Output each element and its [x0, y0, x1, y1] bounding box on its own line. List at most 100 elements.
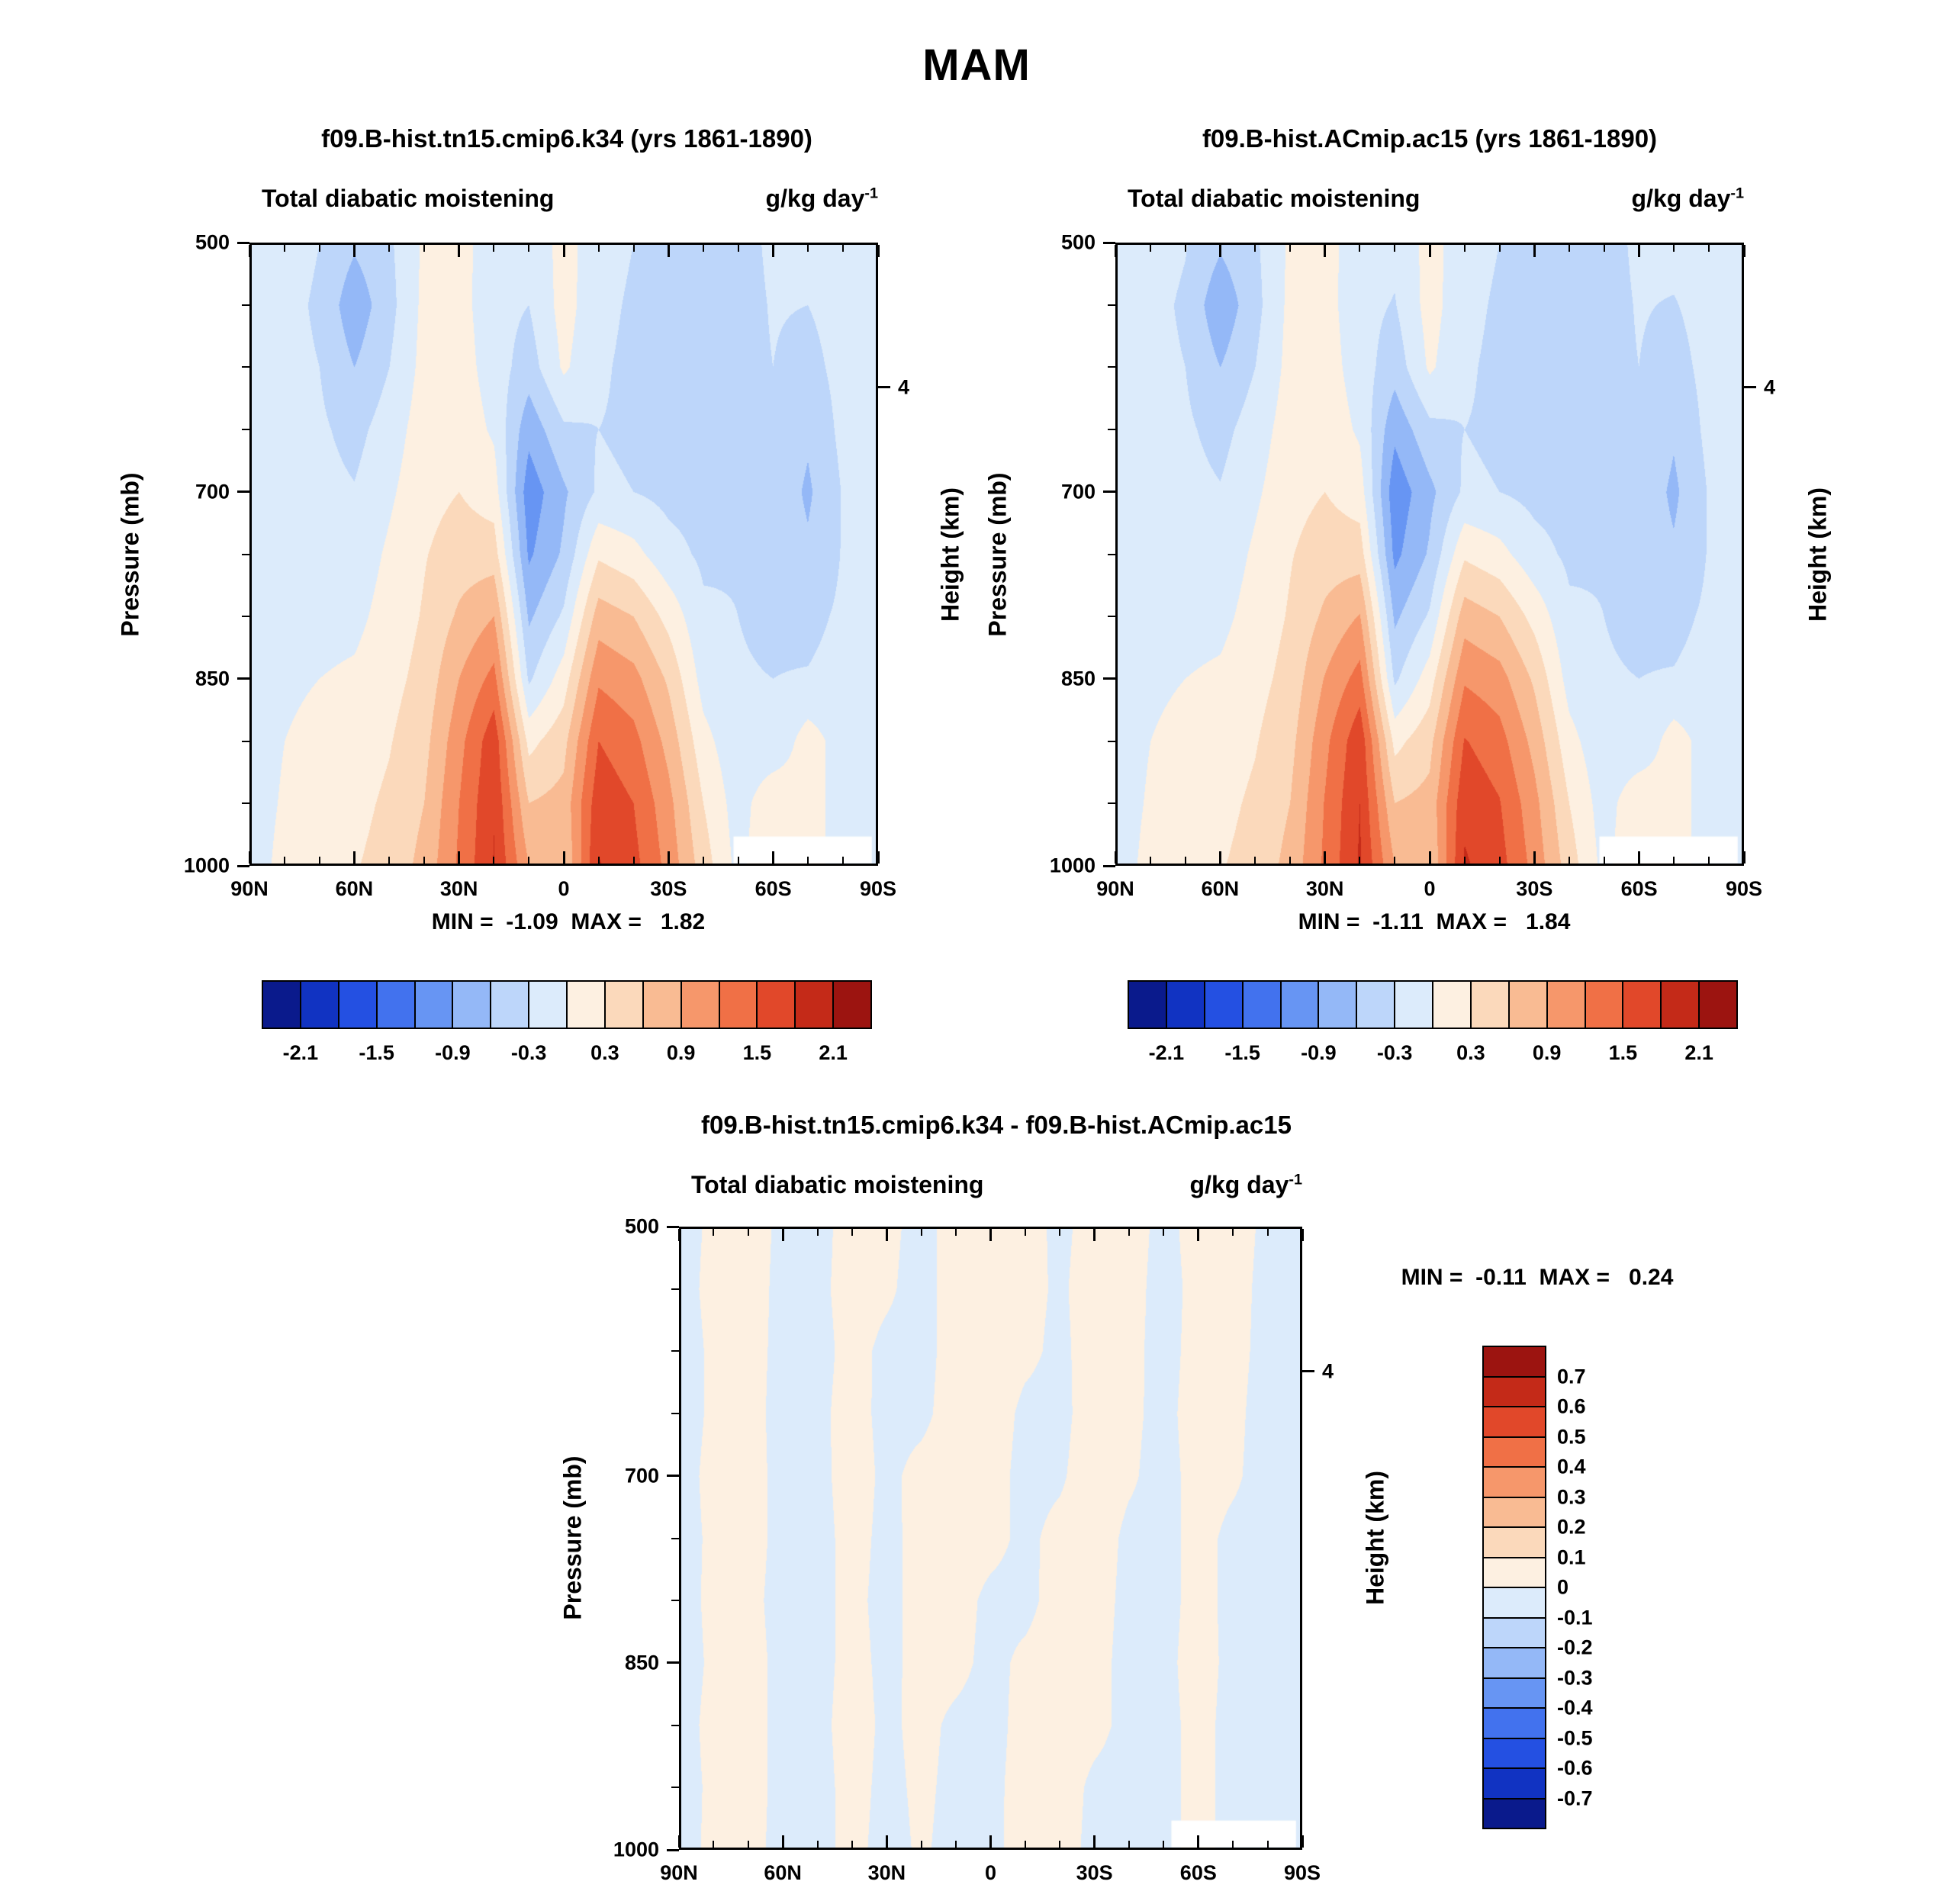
latitude-axis-tick	[816, 1229, 819, 1236]
latitude-tick-label: 90N	[230, 877, 269, 900]
latitude-axis-tick	[597, 245, 600, 252]
colorbar-box	[1128, 980, 1167, 1029]
latitude-axis-tick	[528, 857, 530, 864]
latitude-axis-tick	[877, 245, 880, 257]
latitude-axis-tick	[248, 851, 251, 864]
latitude-axis-tick	[885, 1229, 888, 1241]
colorbar-box	[1432, 980, 1472, 1029]
colorbar-tick-label: 0.9	[666, 1041, 696, 1064]
latitude-axis-tick	[1533, 245, 1536, 257]
colorbar-tick-label: -0.3	[1376, 1041, 1413, 1064]
panel2-pressure-axis-label: Pressure (mb)	[983, 472, 1012, 637]
pressure-axis-tick	[1103, 490, 1115, 494]
pressure-axis-tick	[667, 1475, 679, 1478]
latitude-tick-label: 90S	[1283, 1861, 1321, 1884]
panel1-title: f09.B-hist.tn15.cmip6.k34 (yrs 1861-1890…	[321, 124, 812, 153]
panel3-units-base: g/kg day	[1189, 1171, 1289, 1198]
latitude-axis-tick	[1059, 1229, 1061, 1236]
colorbar-tick-label: -1.5	[1224, 1041, 1260, 1064]
latitude-axis-tick	[1673, 245, 1675, 252]
latitude-axis-tick	[1232, 1841, 1234, 1848]
latitude-tick-label: 30N	[1305, 877, 1344, 900]
pressure-axis-tick	[237, 241, 249, 244]
panel1-subtitle: Total diabatic moistening	[262, 185, 555, 212]
diff-colorbar-tick-label: 0	[1557, 1575, 1569, 1599]
latitude-axis-tick	[1059, 1841, 1061, 1848]
pressure-axis-tick	[237, 490, 249, 494]
pressure-axis-minor-tick	[242, 429, 249, 431]
pressure-axis-tick	[1103, 677, 1115, 680]
height-axis-tick	[878, 386, 890, 389]
latitude-axis-tick	[737, 245, 739, 252]
latitude-axis-tick	[1024, 1229, 1026, 1236]
latitude-axis-tick	[458, 851, 461, 864]
colorbar-tick-label: -0.3	[510, 1041, 547, 1064]
diff-colorbar-tick-label: 0.4	[1557, 1455, 1586, 1478]
latitude-tick-label: 0	[558, 877, 570, 900]
latitude-axis-tick	[1266, 1229, 1269, 1236]
colorbar-box	[299, 980, 339, 1029]
diff-colorbar-box	[1482, 1616, 1546, 1648]
colorbar-box	[1584, 980, 1624, 1029]
latitude-axis-tick	[423, 857, 425, 864]
latitude-axis-tick	[388, 857, 391, 864]
latitude-tick-label: 30N	[867, 1861, 906, 1884]
pressure-axis-minor-tick	[671, 1413, 679, 1415]
latitude-axis-tick	[1324, 245, 1327, 257]
latitude-axis-tick	[1742, 851, 1745, 864]
latitude-tick-label: 90N	[660, 1861, 698, 1884]
latitude-axis-tick	[1218, 245, 1221, 257]
diff-colorbar-tick-label: -0.5	[1557, 1726, 1593, 1749]
latitude-tick-label: 30S	[1076, 1861, 1113, 1884]
latitude-axis-tick	[1254, 857, 1256, 864]
panel3-minmax-label: MIN = -0.11 MAX = 0.24	[1401, 1265, 1674, 1290]
latitude-axis-tick	[1463, 857, 1466, 864]
latitude-axis-tick	[1638, 851, 1641, 864]
diff-colorbar-box	[1482, 1767, 1546, 1799]
colorbar-box	[1203, 980, 1244, 1029]
panel2-height-axis-label: Height (km)	[1803, 487, 1832, 622]
pressure-axis-minor-tick	[1108, 802, 1115, 805]
latitude-axis-tick	[458, 245, 461, 257]
colorbar-box	[1546, 980, 1586, 1029]
latitude-axis-tick	[1184, 857, 1186, 864]
diff-colorbar-tick-label: 0.1	[1557, 1545, 1586, 1568]
colorbar-box	[642, 980, 682, 1029]
latitude-tick-label: 60S	[1179, 1861, 1217, 1884]
diff-colorbar-box	[1482, 1707, 1546, 1739]
latitude-tick-label: 30S	[1516, 877, 1553, 900]
latitude-axis-tick	[772, 851, 775, 864]
latitude-axis-tick	[562, 245, 565, 257]
latitude-axis-tick	[1163, 1841, 1165, 1848]
diff-colorbar-box	[1482, 1496, 1546, 1528]
latitude-axis-tick	[632, 245, 635, 252]
colorbar-box	[375, 980, 416, 1029]
panel3-units-exponent: -1	[1289, 1171, 1302, 1188]
diff-colorbar-tick-label: 0.6	[1557, 1394, 1586, 1418]
panel1-pressure-axis-label: Pressure (mb)	[116, 472, 144, 637]
panel1-minmax-label: MIN = -1.09 MAX = 1.82	[431, 909, 706, 934]
pressure-tick-label: 1000	[1049, 854, 1096, 877]
latitude-axis-tick	[1428, 851, 1431, 864]
panel3-pressure-axis-label: Pressure (mb)	[558, 1455, 587, 1620]
latitude-axis-tick	[1603, 857, 1605, 864]
colorbar-box	[1318, 980, 1358, 1029]
pressure-axis-minor-tick	[242, 366, 249, 368]
panel3-subtitle: Total diabatic moistening	[691, 1171, 984, 1198]
colorbar-tick-label: 1.5	[1608, 1041, 1638, 1064]
pressure-axis-minor-tick	[1108, 366, 1115, 368]
latitude-axis-tick	[1301, 1229, 1304, 1241]
latitude-axis-tick	[842, 857, 845, 864]
latitude-axis-tick	[877, 851, 880, 864]
diff-colorbar-tick-label: -0.7	[1557, 1787, 1593, 1809]
latitude-tick-label: 0	[1424, 877, 1436, 900]
diff-colorbar-tick-label: 0.7	[1557, 1365, 1586, 1388]
panel3-units-label: g/kg day-1	[1190, 1171, 1302, 1199]
pressure-axis-minor-tick	[1108, 429, 1115, 431]
latitude-axis-tick	[1163, 1229, 1165, 1236]
colorbar-box	[566, 980, 606, 1029]
pressure-axis-minor-tick	[671, 1537, 679, 1539]
latitude-axis-tick	[772, 245, 775, 257]
latitude-tick-label: 60S	[754, 877, 792, 900]
pressure-axis-minor-tick	[1108, 304, 1115, 306]
